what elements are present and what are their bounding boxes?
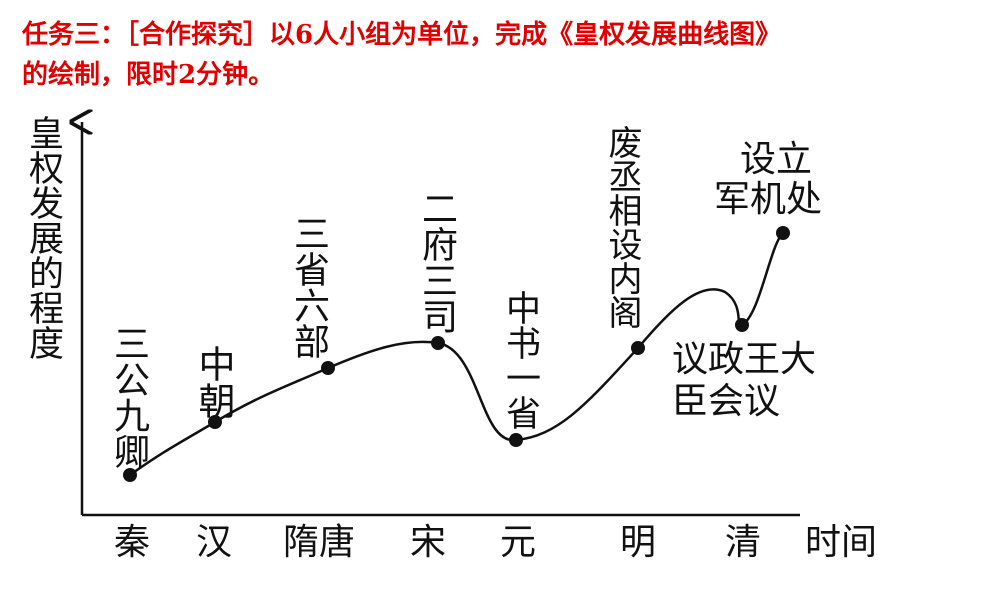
header-line: 任务三：［合作探究］以6人小组为单位，完成《皇权发展曲线图》	[22, 20, 782, 50]
point-label: 二府三司	[416, 190, 457, 334]
period-label: 汉	[196, 522, 233, 563]
point-label: 军机处	[714, 179, 823, 220]
point-label: 议政王大	[672, 339, 817, 380]
period-label: 秦	[114, 522, 151, 563]
point-label: 三公九卿	[108, 325, 149, 469]
points	[123, 226, 790, 482]
point	[735, 318, 749, 332]
period-label: 明	[620, 522, 657, 563]
point	[208, 415, 222, 429]
period-label: 元	[500, 522, 537, 563]
point-label: 三省六部	[288, 215, 329, 359]
point-label: 中书一省	[500, 290, 540, 430]
period-label: 清	[725, 522, 762, 563]
power-curve	[129, 232, 784, 477]
point	[321, 361, 335, 375]
point	[431, 336, 445, 350]
header-line: 的绘制，限时2分钟。	[22, 60, 275, 90]
point	[123, 468, 137, 482]
period-label: 隋唐	[283, 522, 356, 563]
point	[509, 433, 523, 447]
point-label: 设立	[740, 139, 813, 180]
period-label: 宋	[410, 522, 447, 563]
y-axis-label: 皇权发展的程度	[23, 115, 63, 360]
point-label: 中朝	[192, 345, 235, 419]
point	[631, 341, 645, 355]
point-label: 臣会议	[672, 381, 781, 422]
point	[776, 226, 790, 240]
x-axis-label: 时间	[805, 522, 878, 563]
point-label: 废丞相设内阁	[602, 125, 642, 329]
